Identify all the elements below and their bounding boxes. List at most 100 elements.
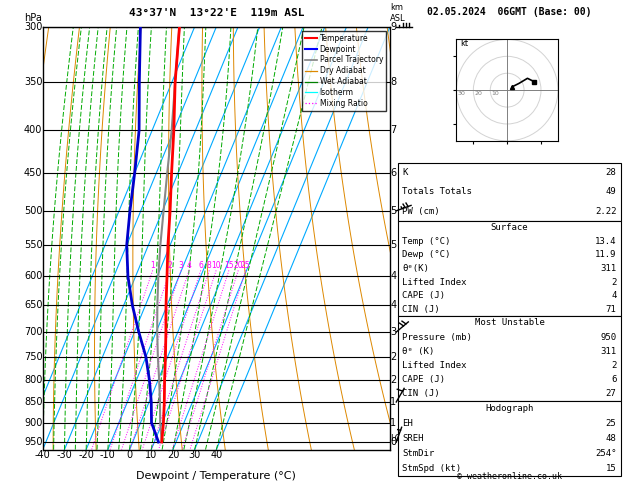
Text: Totals Totals: Totals Totals	[403, 188, 472, 196]
Text: 25: 25	[606, 419, 616, 428]
Text: Dewp (°C): Dewp (°C)	[403, 250, 451, 260]
Text: 950: 950	[601, 332, 616, 342]
Text: PW (cm): PW (cm)	[403, 207, 440, 216]
Text: 2: 2	[391, 375, 396, 385]
Text: -20: -20	[78, 450, 94, 460]
Text: 700: 700	[24, 327, 42, 337]
Text: Surface: Surface	[491, 224, 528, 232]
Text: Lifted Index: Lifted Index	[403, 361, 467, 370]
Text: 400: 400	[24, 125, 42, 136]
Text: SREH: SREH	[403, 434, 424, 443]
Text: EH: EH	[403, 419, 413, 428]
Text: Most Unstable: Most Unstable	[474, 318, 545, 328]
Text: 850: 850	[24, 397, 42, 407]
Text: 311: 311	[601, 347, 616, 356]
Text: 900: 900	[24, 417, 42, 428]
Text: 10: 10	[145, 450, 157, 460]
Text: K: K	[403, 168, 408, 177]
Text: 1: 1	[391, 397, 396, 407]
Text: 48: 48	[606, 434, 616, 443]
Text: 650: 650	[24, 300, 42, 311]
Text: 8: 8	[391, 77, 396, 87]
Text: 4: 4	[391, 300, 396, 311]
Text: 350: 350	[24, 77, 42, 87]
Text: hPa: hPa	[25, 13, 42, 22]
Text: 800: 800	[24, 375, 42, 385]
Text: 2: 2	[611, 278, 616, 287]
Text: 3: 3	[179, 261, 184, 270]
Text: 11.9: 11.9	[595, 250, 616, 260]
Text: StmSpd (kt): StmSpd (kt)	[403, 464, 462, 473]
Text: 311: 311	[601, 264, 616, 273]
Text: © weatheronline.co.uk: © weatheronline.co.uk	[457, 472, 562, 481]
FancyBboxPatch shape	[398, 221, 621, 316]
Text: 2: 2	[168, 261, 172, 270]
Text: 4: 4	[187, 261, 191, 270]
Text: 8: 8	[207, 261, 211, 270]
Text: 27: 27	[606, 389, 616, 399]
Text: Mixing Ratio (g/kg): Mixing Ratio (g/kg)	[417, 195, 426, 281]
Text: 49: 49	[606, 188, 616, 196]
Text: CAPE (J): CAPE (J)	[403, 291, 445, 300]
Text: Hodograph: Hodograph	[486, 404, 533, 413]
Text: 750: 750	[24, 352, 42, 362]
Text: -10: -10	[100, 450, 116, 460]
Text: θᵉ (K): θᵉ (K)	[403, 347, 435, 356]
Text: 300: 300	[24, 22, 42, 32]
Text: 30: 30	[189, 450, 201, 460]
Text: kt: kt	[460, 39, 468, 48]
Text: 28: 28	[606, 168, 616, 177]
Text: θᵉ(K): θᵉ(K)	[403, 264, 430, 273]
Text: 10: 10	[211, 261, 221, 270]
Text: Pressure (mb): Pressure (mb)	[403, 332, 472, 342]
Text: 500: 500	[24, 206, 42, 216]
Text: km
ASL: km ASL	[391, 3, 406, 22]
Text: Dewpoint / Temperature (°C): Dewpoint / Temperature (°C)	[136, 471, 296, 481]
Text: 20: 20	[167, 450, 179, 460]
Text: CAPE (J): CAPE (J)	[403, 375, 445, 384]
Text: 5: 5	[391, 240, 396, 250]
Text: 450: 450	[24, 168, 42, 178]
Text: 254°: 254°	[595, 449, 616, 458]
Text: 13.4: 13.4	[595, 237, 616, 246]
Text: 20: 20	[233, 261, 243, 270]
Text: 10: 10	[491, 91, 499, 96]
Text: 2: 2	[391, 352, 396, 362]
Text: 43°37'N  13°22'E  119m ASL: 43°37'N 13°22'E 119m ASL	[128, 8, 304, 18]
Text: LCL: LCL	[391, 434, 406, 443]
Text: CIN (J): CIN (J)	[403, 389, 440, 399]
Text: 950: 950	[24, 437, 42, 447]
Text: 6: 6	[611, 375, 616, 384]
Text: 3: 3	[391, 327, 396, 337]
Text: 4: 4	[611, 291, 616, 300]
Text: 550: 550	[24, 240, 42, 250]
Text: 1: 1	[150, 261, 155, 270]
Text: 0: 0	[391, 437, 396, 447]
Text: Lifted Index: Lifted Index	[403, 278, 467, 287]
Text: 7: 7	[391, 125, 396, 136]
Text: 5: 5	[391, 206, 396, 216]
Text: -30: -30	[57, 450, 72, 460]
Text: 600: 600	[24, 272, 42, 281]
Text: 40: 40	[210, 450, 223, 460]
Text: 2: 2	[611, 361, 616, 370]
Text: 15: 15	[224, 261, 234, 270]
Text: 02.05.2024  06GMT (Base: 00): 02.05.2024 06GMT (Base: 00)	[427, 7, 592, 17]
Text: 0: 0	[126, 450, 133, 460]
Text: 6: 6	[391, 168, 396, 178]
Text: CIN (J): CIN (J)	[403, 305, 440, 313]
Text: 71: 71	[606, 305, 616, 313]
Text: 9: 9	[391, 22, 396, 32]
FancyBboxPatch shape	[398, 163, 621, 221]
Text: 25: 25	[241, 261, 250, 270]
Text: Temp (°C): Temp (°C)	[403, 237, 451, 246]
Text: -40: -40	[35, 450, 51, 460]
FancyBboxPatch shape	[398, 316, 621, 401]
Text: 20: 20	[474, 91, 482, 96]
Text: 30: 30	[457, 91, 465, 96]
FancyBboxPatch shape	[398, 401, 621, 476]
Text: StmDir: StmDir	[403, 449, 435, 458]
Text: 1: 1	[391, 417, 396, 428]
Text: 4: 4	[391, 272, 396, 281]
Text: 6: 6	[198, 261, 203, 270]
